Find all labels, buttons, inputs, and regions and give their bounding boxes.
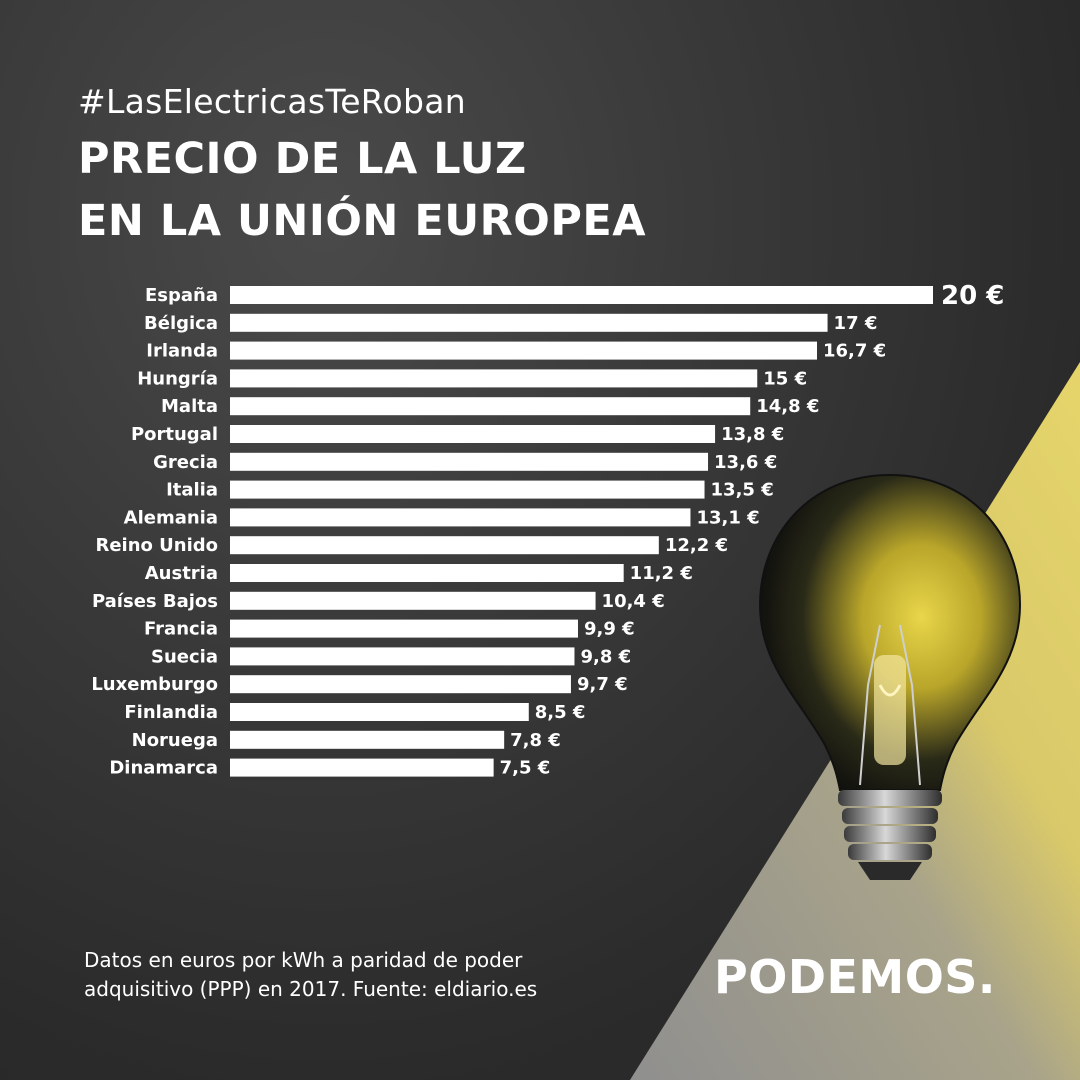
category-label: Irlanda <box>146 341 218 362</box>
bar <box>230 369 758 388</box>
footnote-line-2: adquisitivo (PPP) en 2017. Fuente: eldia… <box>84 977 538 1001</box>
value-label: 12,2 € <box>665 535 728 556</box>
bar <box>230 730 505 749</box>
value-label: 15 € <box>763 368 807 389</box>
bar <box>230 758 494 777</box>
category-label: Luxemburgo <box>91 674 218 695</box>
bar <box>230 703 529 721</box>
bar <box>230 425 716 443</box>
bar <box>230 647 575 666</box>
bar <box>230 564 624 582</box>
page-title-line-2: EN LA UNIÓN EUROPEA <box>78 196 647 246</box>
value-label: 13,5 € <box>711 480 774 501</box>
category-label: Grecia <box>153 452 218 473</box>
bar <box>230 341 818 360</box>
footnote: Datos en euros por kWh a paridad de pode… <box>84 946 644 1004</box>
value-label: 8,5 € <box>535 702 586 723</box>
category-label: Reino Unido <box>95 535 218 556</box>
category-label: Francia <box>144 619 218 640</box>
value-label: 13,8 € <box>721 424 784 445</box>
value-label: 16,7 € <box>823 341 886 362</box>
value-label: 14,8 € <box>756 396 819 417</box>
bar <box>230 452 709 471</box>
category-label: Finlandia <box>124 702 218 723</box>
value-label: 9,9 € <box>584 619 635 640</box>
bar <box>230 536 659 555</box>
bar <box>230 675 571 694</box>
category-label: Malta <box>161 396 218 417</box>
category-label: España <box>145 285 218 306</box>
footnote-line-1: Datos en euros por kWh a paridad de pode… <box>84 948 523 972</box>
value-label: 7,5 € <box>500 758 551 779</box>
category-label: Italia <box>166 480 218 501</box>
value-label: 7,8 € <box>510 730 561 751</box>
hashtag: #LasElectricasTeRoban <box>78 82 467 121</box>
value-label: 11,2 € <box>630 563 693 584</box>
category-label: Bélgica <box>144 313 218 334</box>
brand-logo-text: PODEMOS. <box>714 950 996 1004</box>
value-label: 20 € <box>941 281 1004 311</box>
bar <box>230 286 933 304</box>
bar <box>230 313 828 332</box>
bar <box>230 397 751 416</box>
value-label: 13,6 € <box>714 452 777 473</box>
category-label: Alemania <box>124 507 218 528</box>
value-label: 13,1 € <box>696 507 759 528</box>
bar <box>230 508 691 527</box>
category-label: Noruega <box>132 730 218 751</box>
category-label: Portugal <box>131 424 218 445</box>
value-label: 10,4 € <box>602 591 665 612</box>
value-label: 9,7 € <box>577 674 628 695</box>
value-label: 17 € <box>834 313 878 334</box>
bar <box>230 480 705 499</box>
category-label: Austria <box>145 563 218 584</box>
category-label: Dinamarca <box>109 758 218 779</box>
category-label: Suecia <box>151 646 218 667</box>
page-title-line-1: PRECIO DE LA LUZ <box>78 134 527 184</box>
category-label: Hungría <box>137 368 218 389</box>
category-label: Países Bajos <box>92 591 218 612</box>
bar <box>230 619 578 638</box>
bar <box>230 591 596 610</box>
value-label: 9,8 € <box>580 646 631 667</box>
light-bulb-icon <box>758 473 1022 880</box>
